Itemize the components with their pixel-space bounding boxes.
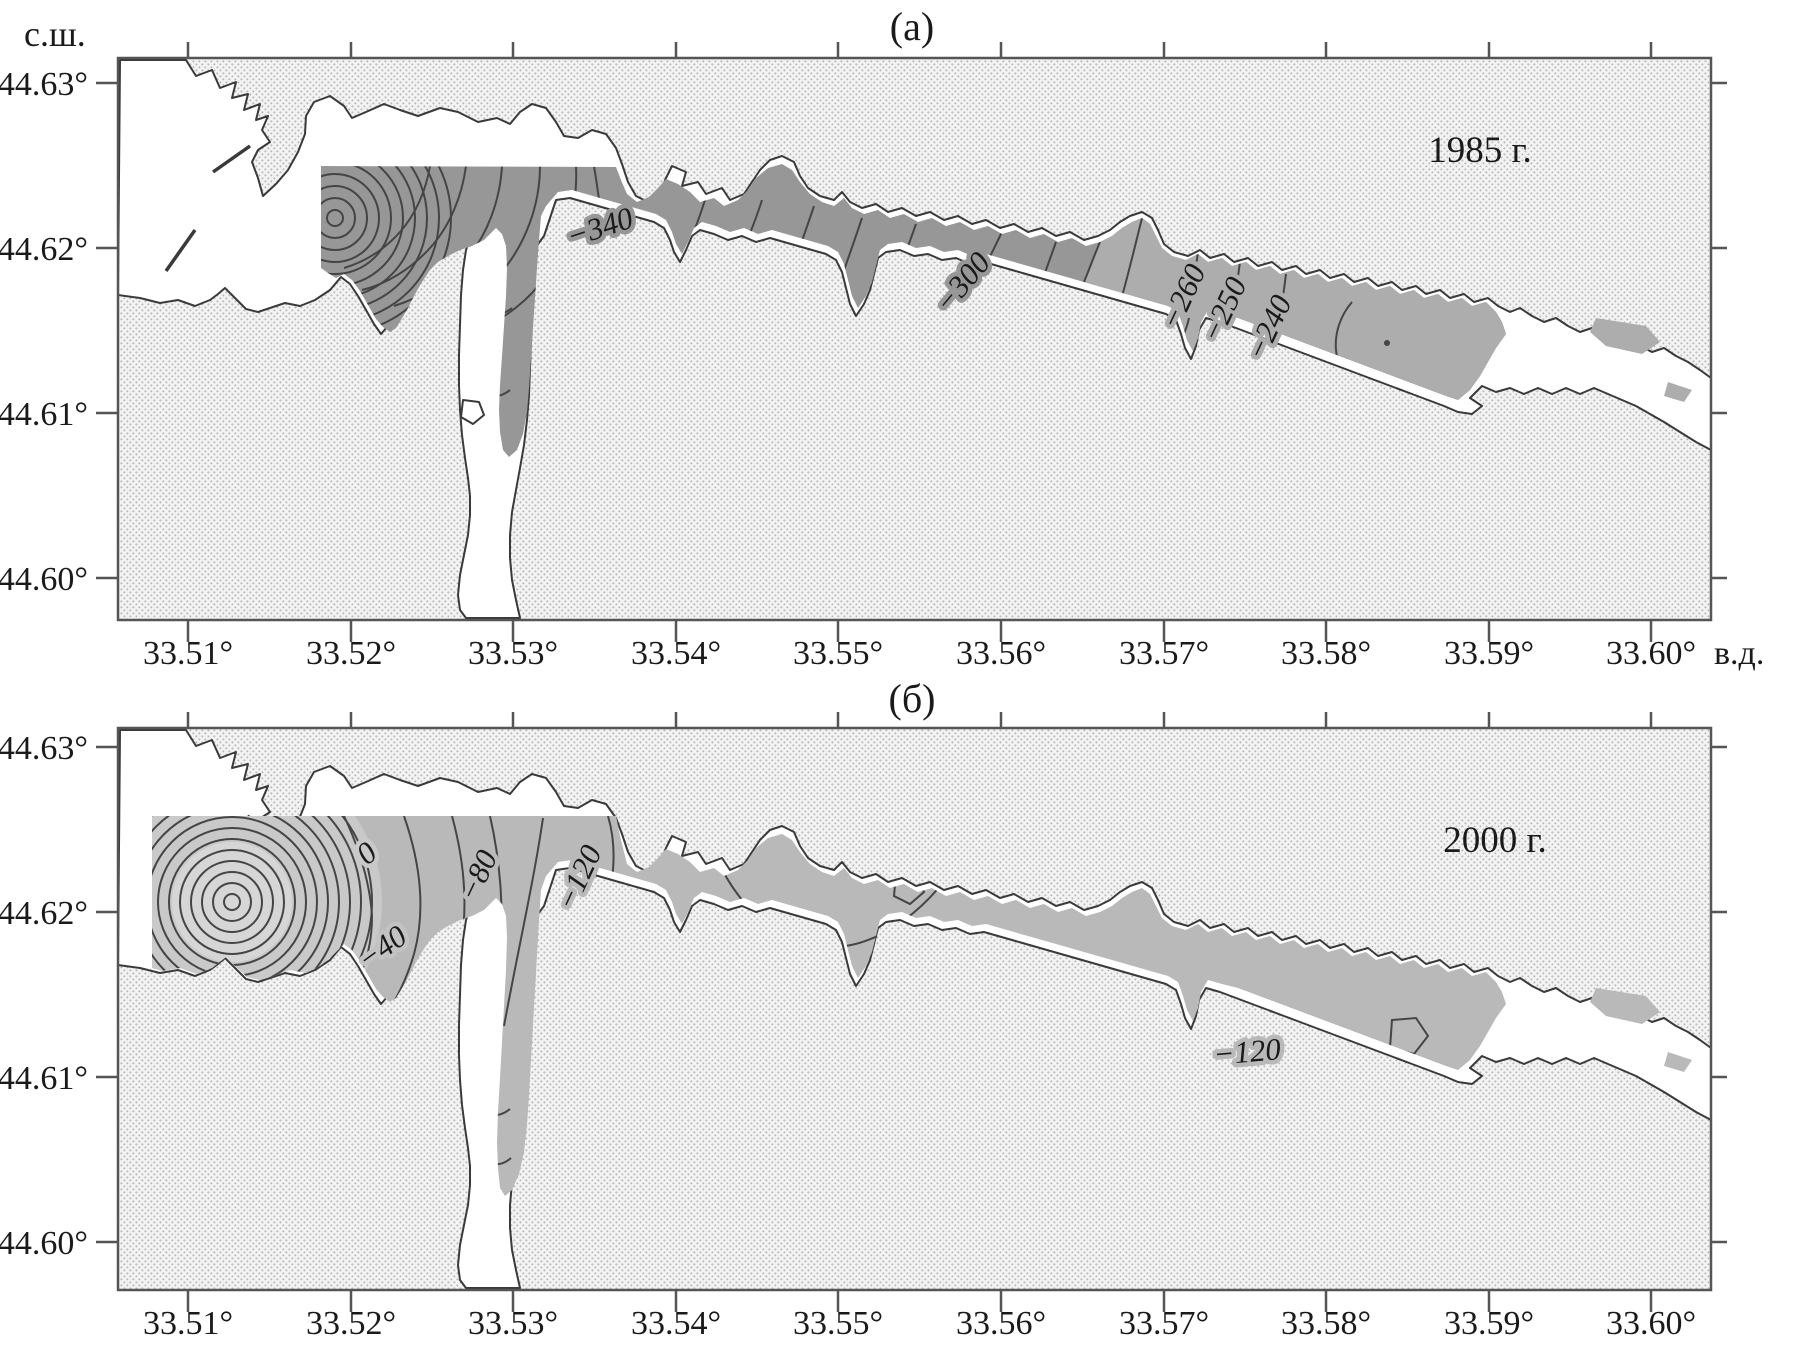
lon-tick-label: 33.58° (1281, 1305, 1371, 1342)
uplift-core-shade (172, 842, 292, 962)
islet-outline (460, 399, 485, 425)
year-label-2000: 2000 г. (1443, 820, 1547, 861)
station-dot (1384, 340, 1390, 346)
lat-tick-label: 44.63° (0, 66, 88, 103)
lat-axis-title: с.ш. (24, 14, 86, 54)
axis-ticks: 33.51° 33.52° 33.53° 33.54° 33.55° 33.56° 33.5… (0, 42, 1727, 1342)
lon-tick-label: 33.58° (1281, 635, 1371, 672)
lon-tick-label: 33.60° (1606, 635, 1696, 672)
lon-tick-label: 33.55° (793, 635, 883, 672)
lat-tick-label: 44.61° (0, 396, 88, 433)
lon-tick-label: 33.59° (1444, 635, 1534, 672)
lat-tick-label: 44.62° (0, 231, 88, 268)
lon-tick-label: 33.55° (793, 1305, 883, 1342)
contour-label: −120 (1212, 1031, 1283, 1072)
lat-tick-label: 44.60° (0, 1225, 88, 1262)
lon-tick-label: 33.60° (1606, 1305, 1696, 1342)
lat-tick-label: 44.63° (0, 730, 88, 767)
lon-tick-label: 33.53° (468, 635, 558, 672)
lon-tick-label: 33.54° (631, 635, 721, 672)
panel-title-b: (б) (889, 676, 936, 721)
lat-tick-label: 44.62° (0, 895, 88, 932)
lat-tick-label: 44.60° (0, 561, 88, 598)
panel-a: −340 −300 −260 −250 −240 1985 г. (116, 56, 1713, 622)
lon-tick-label: 33.52° (306, 1305, 396, 1342)
lon-tick-label: 33.56° (956, 1305, 1046, 1342)
lon-tick-label: 33.57° (1119, 635, 1209, 672)
lon-tick-label: 33.53° (468, 1305, 558, 1342)
lon-axis-suffix: в.д. (1714, 635, 1764, 672)
lon-tick-label: 33.51° (143, 635, 233, 672)
lon-tick-label: 33.54° (631, 1305, 721, 1342)
year-label-1985: 1985 г. (1428, 130, 1532, 171)
lon-tick-label: 33.57° (1119, 1305, 1209, 1342)
panel-title-a: (а) (890, 4, 934, 49)
breakwater-line (211, 144, 252, 174)
panel-b: 0 −40 −80 −120 −120 2000 г. (116, 726, 1713, 1292)
lon-tick-label: 33.52° (306, 635, 396, 672)
lat-tick-label: 44.61° (0, 1060, 88, 1097)
map-frame-a (116, 56, 1713, 622)
lon-tick-label: 33.51° (143, 1305, 233, 1342)
lon-tick-label: 33.59° (1444, 1305, 1534, 1342)
map-frame-b (116, 726, 1713, 1292)
lon-tick-label: 33.56° (956, 635, 1046, 672)
breakwater-line (164, 228, 197, 273)
